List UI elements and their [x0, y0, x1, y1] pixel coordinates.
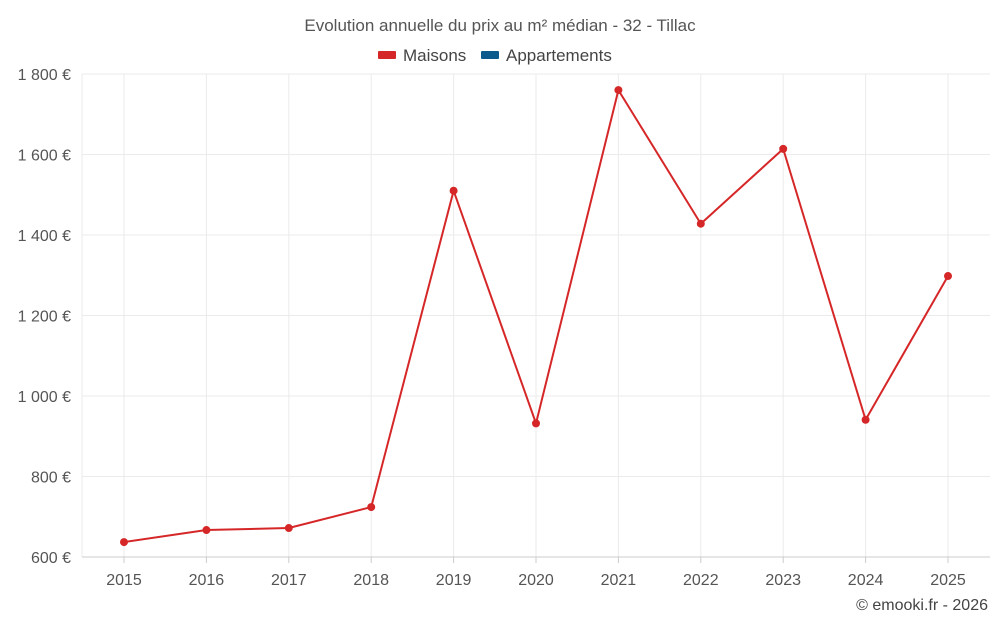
legend-item-appartements[interactable]: Appartements [481, 46, 612, 65]
x-tick-label: 2015 [106, 572, 142, 589]
legend-swatch-appartements [481, 51, 499, 59]
data-point-maisons-2020[interactable] [532, 419, 540, 428]
data-point-maisons-2022[interactable] [696, 219, 705, 228]
data-point-maisons-2019[interactable] [449, 186, 458, 195]
data-point-maisons-2024[interactable] [861, 415, 870, 424]
x-tick-label: 2022 [683, 572, 719, 589]
y-tick-label: 600 € [31, 550, 71, 567]
legend: Maisons Appartements [378, 46, 612, 65]
credit-text: © emooki.fr - 2026 [856, 597, 988, 614]
y-tick-label: 1 000 € [18, 389, 71, 406]
data-point-maisons-2017[interactable] [284, 524, 293, 533]
y-tick-label: 1 800 € [18, 67, 71, 84]
data-point-maisons-2021[interactable] [614, 86, 623, 95]
chart-title: Evolution annuelle du prix au m² médian … [304, 16, 696, 35]
data-point-maisons-2018[interactable] [367, 503, 376, 512]
x-axis: 2015 2016 2017 2018 2019 2020 2021 2022 2023 2024… [82, 556, 990, 589]
x-tick-label: 2021 [601, 572, 637, 589]
legend-label-maisons: Maisons [403, 46, 466, 65]
grid [81, 73, 990, 558]
x-tick-label: 2018 [353, 572, 389, 589]
data-point-maisons-2015[interactable] [120, 538, 128, 547]
data-point-maisons-2025[interactable] [944, 272, 952, 281]
y-tick-label: 1 600 € [18, 148, 71, 165]
x-tick-label: 2017 [271, 572, 307, 589]
legend-swatch-maisons [378, 51, 396, 59]
x-tick-label: 2025 [930, 572, 966, 589]
y-tick-label: 1 200 € [18, 309, 71, 326]
legend-label-appartements: Appartements [506, 46, 612, 65]
x-tick-label: 2016 [189, 572, 225, 589]
x-tick-label: 2024 [848, 572, 884, 589]
series-layer [120, 86, 952, 547]
x-tick-label: 2019 [436, 572, 472, 589]
x-tick-label: 2020 [518, 572, 554, 589]
y-tick-label: 1 400 € [18, 228, 71, 245]
y-tick-label: 800 € [31, 470, 71, 487]
x-tick-label: 2023 [765, 572, 801, 589]
data-point-maisons-2023[interactable] [779, 144, 788, 153]
data-point-maisons-2016[interactable] [202, 526, 211, 535]
legend-item-maisons[interactable]: Maisons [378, 46, 466, 65]
y-axis: 600 € 800 € 1 000 € 1 200 € 1 400 € 1 600 € 1 … [18, 67, 71, 567]
